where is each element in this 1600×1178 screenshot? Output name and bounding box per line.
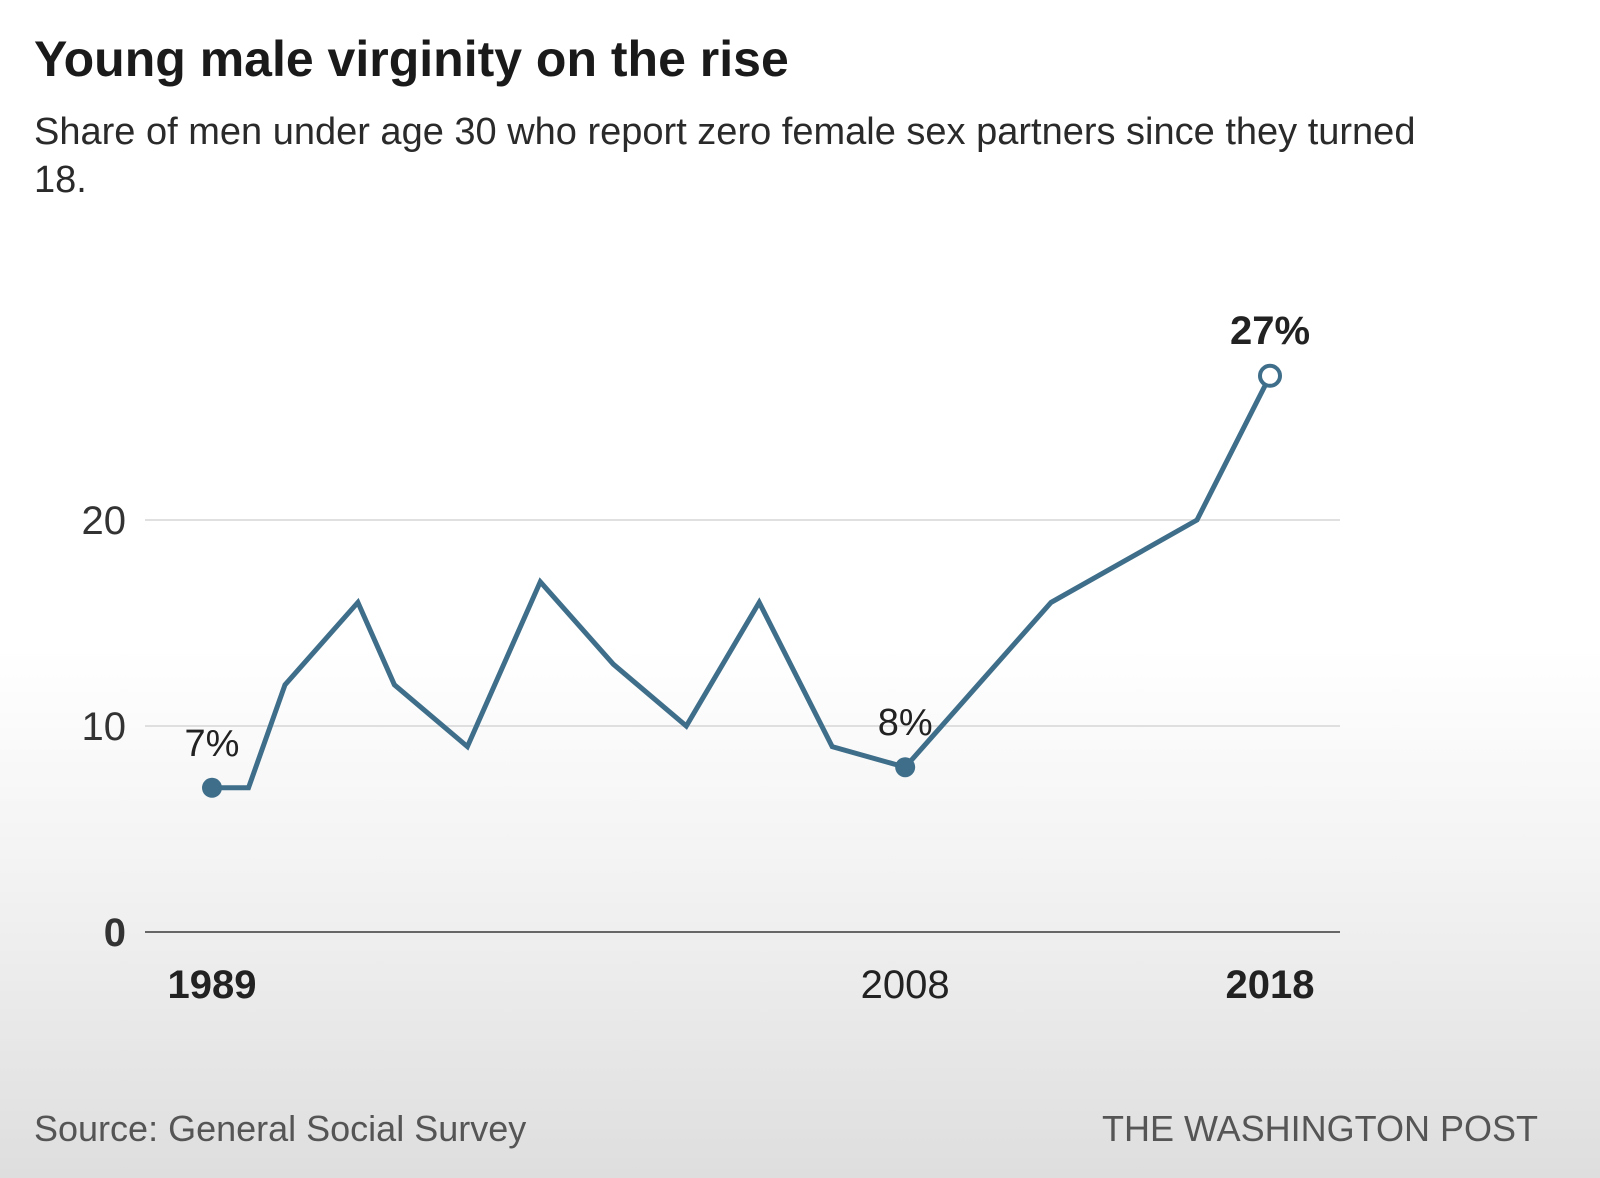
line-layer	[212, 374, 1273, 791]
grid-layer	[145, 519, 1340, 933]
y-tick-label: 20	[82, 499, 127, 543]
tick-layer: 0 10 20 1989 2008 2018	[82, 499, 1315, 1007]
x-tick-label: 2018	[1226, 963, 1315, 1007]
data-point	[1258, 363, 1282, 388]
point-layer	[202, 363, 1282, 798]
x-tick-label: 2008	[861, 963, 950, 1007]
data-point	[895, 757, 916, 778]
chart-title: Young male virginity on the rise	[34, 31, 789, 87]
y-tick-label: 0	[104, 911, 126, 955]
label-layer: 7% 8% 27%	[185, 309, 1310, 765]
data-label: 27%	[1230, 309, 1310, 353]
data-label: 8%	[878, 702, 933, 744]
data-label: 7%	[185, 723, 240, 765]
chart-subtitle: Share of men under age 30 who report zer…	[34, 111, 1416, 201]
y-tick-label: 10	[82, 705, 127, 749]
line-chart: 0 10 20 1989 2008 2018 7% 8% 27%	[82, 309, 1340, 1007]
series-line	[212, 374, 1273, 791]
publisher-credit: THE WASHINGTON POST	[1101, 1108, 1538, 1149]
data-point	[202, 777, 222, 798]
x-tick-label: 1989	[168, 963, 257, 1007]
source-note: Source: General Social Survey	[34, 1108, 527, 1149]
